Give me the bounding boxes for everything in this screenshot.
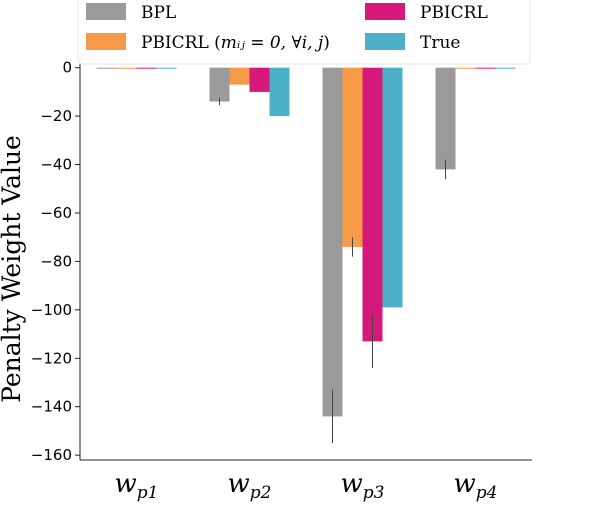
legend-label: PBICRL (mᵢⱼ = 0, ∀i, j) (141, 33, 330, 53)
x-tick-label: wp4 (454, 469, 498, 503)
bar (116, 67, 137, 69)
bar (455, 67, 476, 69)
legend-swatch (86, 33, 126, 50)
bar (156, 67, 177, 69)
x-tick-label: wp3 (341, 469, 385, 503)
legend-label: True (420, 33, 460, 53)
legend-swatch (86, 3, 126, 20)
y-tick-label: −160 (31, 446, 72, 464)
bar (435, 67, 456, 170)
bar (96, 67, 117, 69)
legend-label: BPL (141, 3, 176, 23)
y-tick-label: 0 (62, 59, 72, 77)
y-tick-label: −140 (31, 398, 72, 416)
legend-label: PBICRL (420, 3, 488, 23)
bar (382, 67, 403, 308)
bar (269, 67, 290, 117)
y-tick-label: −20 (40, 107, 72, 125)
bar (209, 67, 230, 102)
legend: BPL PBICRL (mᵢⱼ = 0, ∀i, j) PBICRL True (77, 0, 531, 65)
y-tick-label: −80 (40, 252, 72, 270)
bar (475, 67, 496, 69)
legend-swatch (365, 33, 405, 50)
y-tick-label: −100 (31, 301, 72, 319)
bar (249, 67, 270, 92)
legend-swatch (365, 3, 405, 20)
y-tick-label: −40 (40, 156, 72, 174)
axes: 0 −20 −40 −60 −80 −100 −120 −140 −160 wp1 wp2 wp3 wp… (31, 58, 532, 503)
plot-area (96, 67, 516, 444)
x-tick-label: wp2 (228, 469, 272, 503)
bar (136, 67, 157, 69)
bar (229, 67, 250, 85)
bar (495, 67, 516, 69)
bar (362, 67, 383, 342)
y-tick-label: −60 (40, 204, 72, 222)
y-axis-label: Penalty Weight Value (0, 135, 26, 403)
legend-box (77, 0, 531, 65)
bar (322, 67, 343, 417)
bar (342, 67, 363, 247)
x-tick-label: wp1 (115, 469, 159, 503)
y-tick-label: −120 (31, 349, 72, 367)
